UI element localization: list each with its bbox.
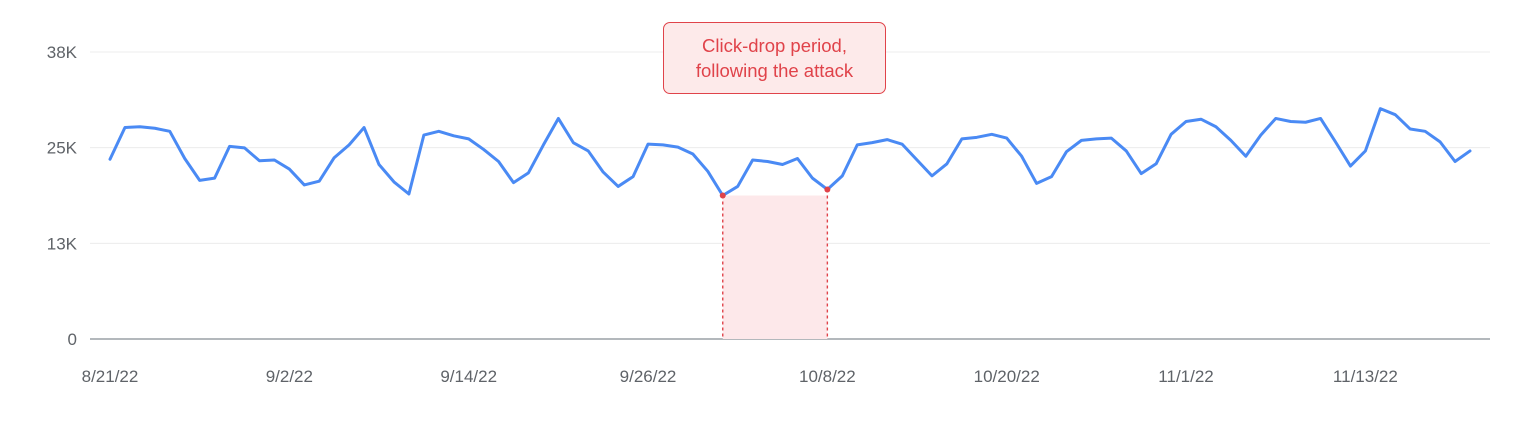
highlight-end-marker: [824, 186, 831, 193]
y-tick-label: 0: [68, 330, 77, 349]
y-tick-label: 38K: [47, 43, 78, 62]
series-group: [108, 107, 1472, 197]
highlight-fill: [722, 195, 828, 339]
highlight-markers: [719, 186, 831, 199]
y-tick-label: 25K: [47, 139, 78, 158]
x-tick-label: 10/20/22: [974, 367, 1040, 386]
x-tick-label: 9/14/22: [440, 367, 497, 386]
series-line: [108, 107, 1472, 197]
x-tick-label: 9/2/22: [266, 367, 313, 386]
x-tick-label: 9/26/22: [620, 367, 677, 386]
x-axis-ticks: 8/21/22 9/2/22 9/14/22 9/26/22 10/8/22 10/20/…: [82, 367, 1398, 386]
y-tick-label: 13K: [47, 234, 78, 253]
x-tick-label: 10/8/22: [799, 367, 856, 386]
x-tick-label: 11/1/22: [1158, 367, 1213, 386]
highlight-start-marker: [719, 192, 726, 199]
x-tick-label: 11/13/22: [1333, 367, 1398, 386]
y-axis-ticks: 0 13K 25K 38K: [47, 43, 78, 349]
annotation-line-2: following the attack: [695, 60, 854, 81]
click-drop-highlight: [722, 189, 829, 339]
annotation-line-1: Click-drop period,: [702, 35, 847, 56]
annotation-callout: Click-drop period, following the attack: [663, 22, 886, 94]
x-tick-label: 8/21/22: [82, 367, 139, 386]
